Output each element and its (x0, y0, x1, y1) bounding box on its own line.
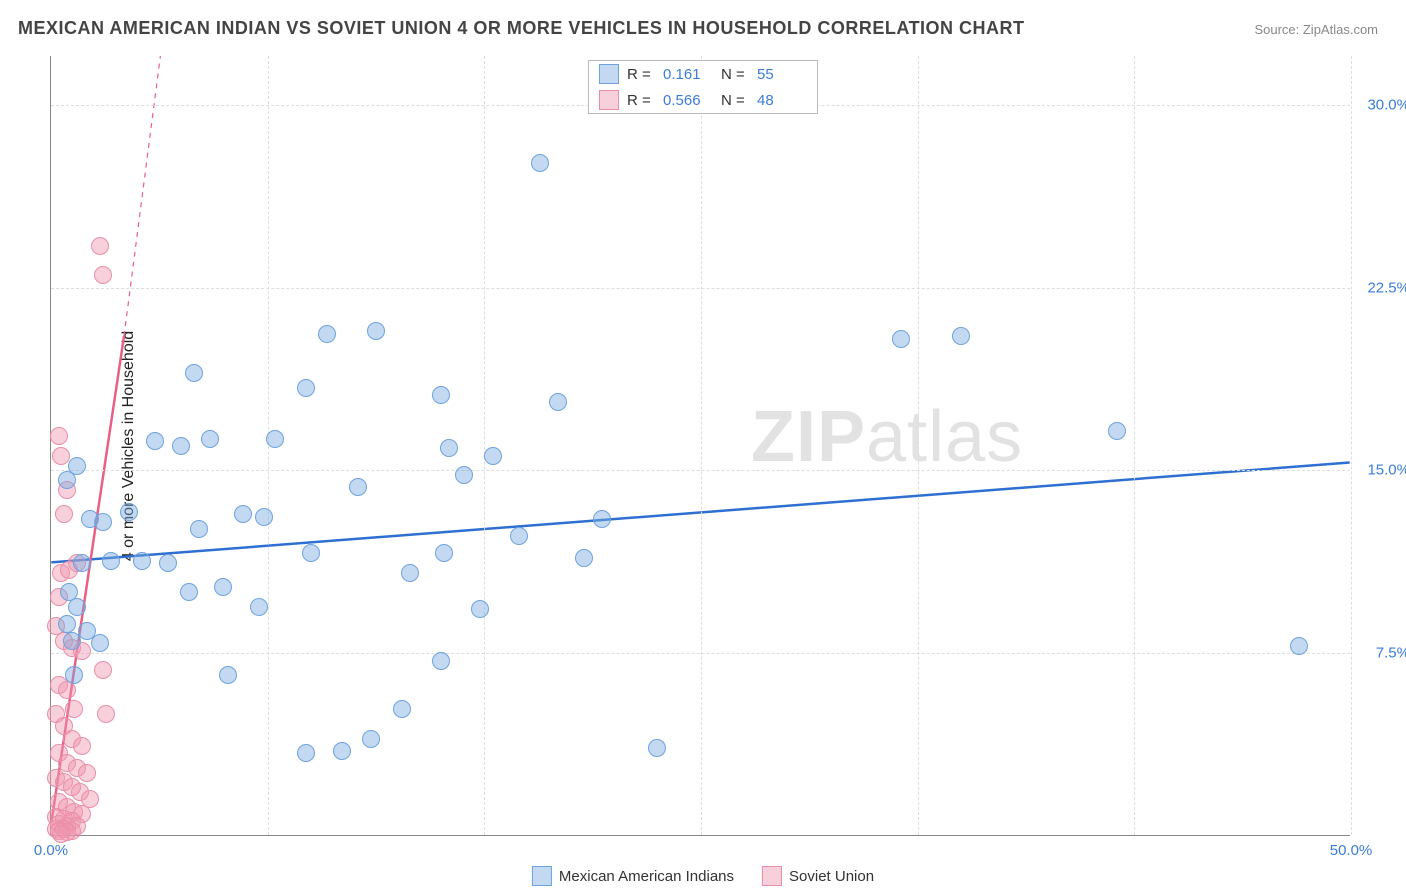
data-point-blue (393, 700, 411, 718)
data-point-pink (73, 737, 91, 755)
data-point-blue (648, 739, 666, 757)
data-point-pink (91, 237, 109, 255)
data-point-blue (1290, 637, 1308, 655)
y-tick-label: 30.0% (1367, 96, 1406, 113)
swatch-icon (532, 866, 552, 886)
data-point-blue (120, 503, 138, 521)
data-point-pink (52, 825, 70, 843)
data-point-pink (94, 661, 112, 679)
data-point-pink (55, 505, 73, 523)
data-point-blue (68, 598, 86, 616)
data-point-pink (65, 700, 83, 718)
data-point-blue (65, 666, 83, 684)
data-point-blue (401, 564, 419, 582)
data-point-blue (549, 393, 567, 411)
legend-stat-row: R = 0.566 N = 48 (589, 87, 817, 113)
swatch-icon (599, 90, 619, 110)
data-point-blue (172, 437, 190, 455)
data-point-blue (349, 478, 367, 496)
legend-label: Mexican American Indians (559, 868, 734, 885)
data-point-blue (302, 544, 320, 562)
data-point-blue (81, 510, 99, 528)
data-point-blue (484, 447, 502, 465)
data-point-blue (510, 527, 528, 545)
data-point-blue (58, 471, 76, 489)
data-point-blue (952, 327, 970, 345)
data-point-blue (146, 432, 164, 450)
data-point-blue (432, 652, 450, 670)
r-label: R = (627, 66, 655, 83)
x-tick-label: 50.0% (1330, 842, 1373, 859)
data-point-blue (367, 322, 385, 340)
y-tick-label: 7.5% (1376, 645, 1406, 662)
data-point-blue (435, 544, 453, 562)
data-point-blue (190, 520, 208, 538)
data-point-blue (255, 508, 273, 526)
data-point-blue (91, 634, 109, 652)
data-point-blue (440, 439, 458, 457)
data-point-blue (250, 598, 268, 616)
data-point-blue (58, 615, 76, 633)
data-point-blue (73, 554, 91, 572)
data-point-pink (97, 705, 115, 723)
swatch-icon (762, 866, 782, 886)
data-point-blue (432, 386, 450, 404)
x-tick-label: 0.0% (34, 842, 68, 859)
data-point-blue (159, 554, 177, 572)
data-point-blue (333, 742, 351, 760)
r-value: 0.161 (663, 66, 713, 83)
r-label: R = (627, 92, 655, 109)
data-point-blue (234, 505, 252, 523)
legend-item-pink: Soviet Union (762, 866, 874, 886)
swatch-icon (599, 64, 619, 84)
data-point-blue (297, 744, 315, 762)
data-point-blue (593, 510, 611, 528)
data-point-blue (185, 364, 203, 382)
n-value: 55 (757, 66, 807, 83)
data-point-blue (318, 325, 336, 343)
data-point-blue (102, 552, 120, 570)
data-point-blue (133, 552, 151, 570)
r-value: 0.566 (663, 92, 713, 109)
y-tick-label: 22.5% (1367, 279, 1406, 296)
data-point-blue (214, 578, 232, 596)
gridline-v (1134, 56, 1135, 835)
data-point-blue (471, 600, 489, 618)
data-point-blue (892, 330, 910, 348)
data-point-blue (531, 154, 549, 172)
data-point-blue (575, 549, 593, 567)
data-point-pink (78, 764, 96, 782)
watermark: ZIPatlas (751, 396, 1023, 478)
chart-title: MEXICAN AMERICAN INDIAN VS SOVIET UNION … (18, 18, 1025, 39)
gridline-v (918, 56, 919, 835)
legend-item-blue: Mexican American Indians (532, 866, 734, 886)
data-point-blue (180, 583, 198, 601)
trend-line (124, 56, 160, 336)
data-point-blue (266, 430, 284, 448)
data-point-blue (201, 430, 219, 448)
legend-stat-row: R = 0.161 N = 55 (589, 61, 817, 87)
y-tick-label: 15.0% (1367, 462, 1406, 479)
gridline-v (701, 56, 702, 835)
source-label: Source: ZipAtlas.com (1254, 22, 1378, 37)
correlation-legend: R = 0.161 N = 55 R = 0.566 N = 48 (588, 60, 818, 114)
plot-area: ZIPatlas 7.5%15.0%22.5%30.0%0.0%50.0% (50, 56, 1350, 836)
n-value: 48 (757, 92, 807, 109)
data-point-blue (219, 666, 237, 684)
data-point-blue (297, 379, 315, 397)
gridline-v (484, 56, 485, 835)
n-label: N = (721, 66, 749, 83)
data-point-pink (50, 427, 68, 445)
data-point-blue (1108, 422, 1126, 440)
data-point-pink (94, 266, 112, 284)
gridline-v (1351, 56, 1352, 835)
legend-label: Soviet Union (789, 868, 874, 885)
data-point-blue (455, 466, 473, 484)
series-legend: Mexican American Indians Soviet Union (532, 866, 874, 886)
data-point-blue (362, 730, 380, 748)
n-label: N = (721, 92, 749, 109)
